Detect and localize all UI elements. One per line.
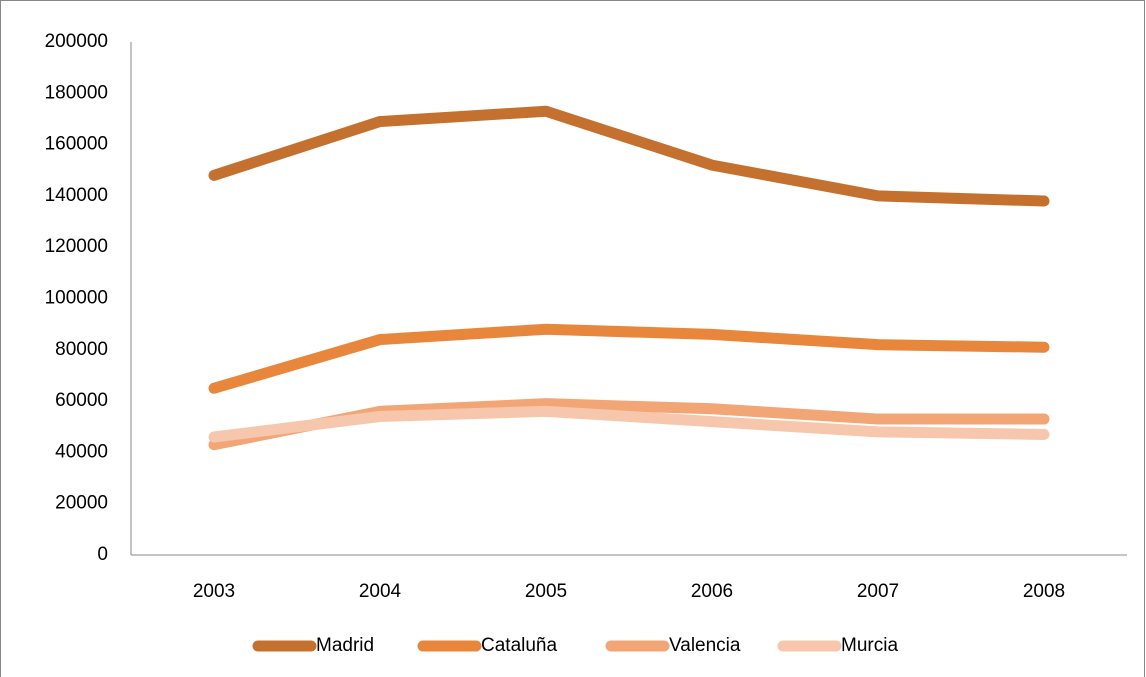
legend-label: Cataluña bbox=[481, 635, 557, 656]
y-tick-label: 60000 bbox=[55, 390, 108, 411]
y-tick-label: 20000 bbox=[55, 493, 108, 514]
y-tick-label: 140000 bbox=[45, 185, 108, 206]
legend-label: Valencia bbox=[669, 635, 741, 656]
x-tick-label: 2006 bbox=[691, 581, 733, 602]
x-tick-label: 2007 bbox=[857, 581, 899, 602]
y-tick-label: 80000 bbox=[55, 339, 108, 360]
y-tick-label: 40000 bbox=[55, 441, 108, 462]
x-tick-label: 2003 bbox=[193, 581, 235, 602]
y-tick-label: 120000 bbox=[45, 236, 108, 257]
series-line bbox=[208, 405, 1050, 443]
y-tick-label: 180000 bbox=[45, 82, 108, 103]
y-tick-label: 160000 bbox=[45, 134, 108, 155]
legend-label: Murcia bbox=[841, 635, 898, 656]
series-line bbox=[208, 105, 1050, 207]
x-tick-label: 2004 bbox=[359, 581, 402, 602]
y-tick-label: 100000 bbox=[45, 288, 108, 309]
legend-label: Madrid bbox=[316, 635, 374, 656]
y-tick-label: 200000 bbox=[45, 31, 108, 52]
x-tick-label: 2008 bbox=[1023, 581, 1065, 602]
y-tick-label: 0 bbox=[97, 544, 108, 565]
x-tick-label: 2005 bbox=[525, 581, 567, 602]
series-line bbox=[208, 323, 1050, 394]
